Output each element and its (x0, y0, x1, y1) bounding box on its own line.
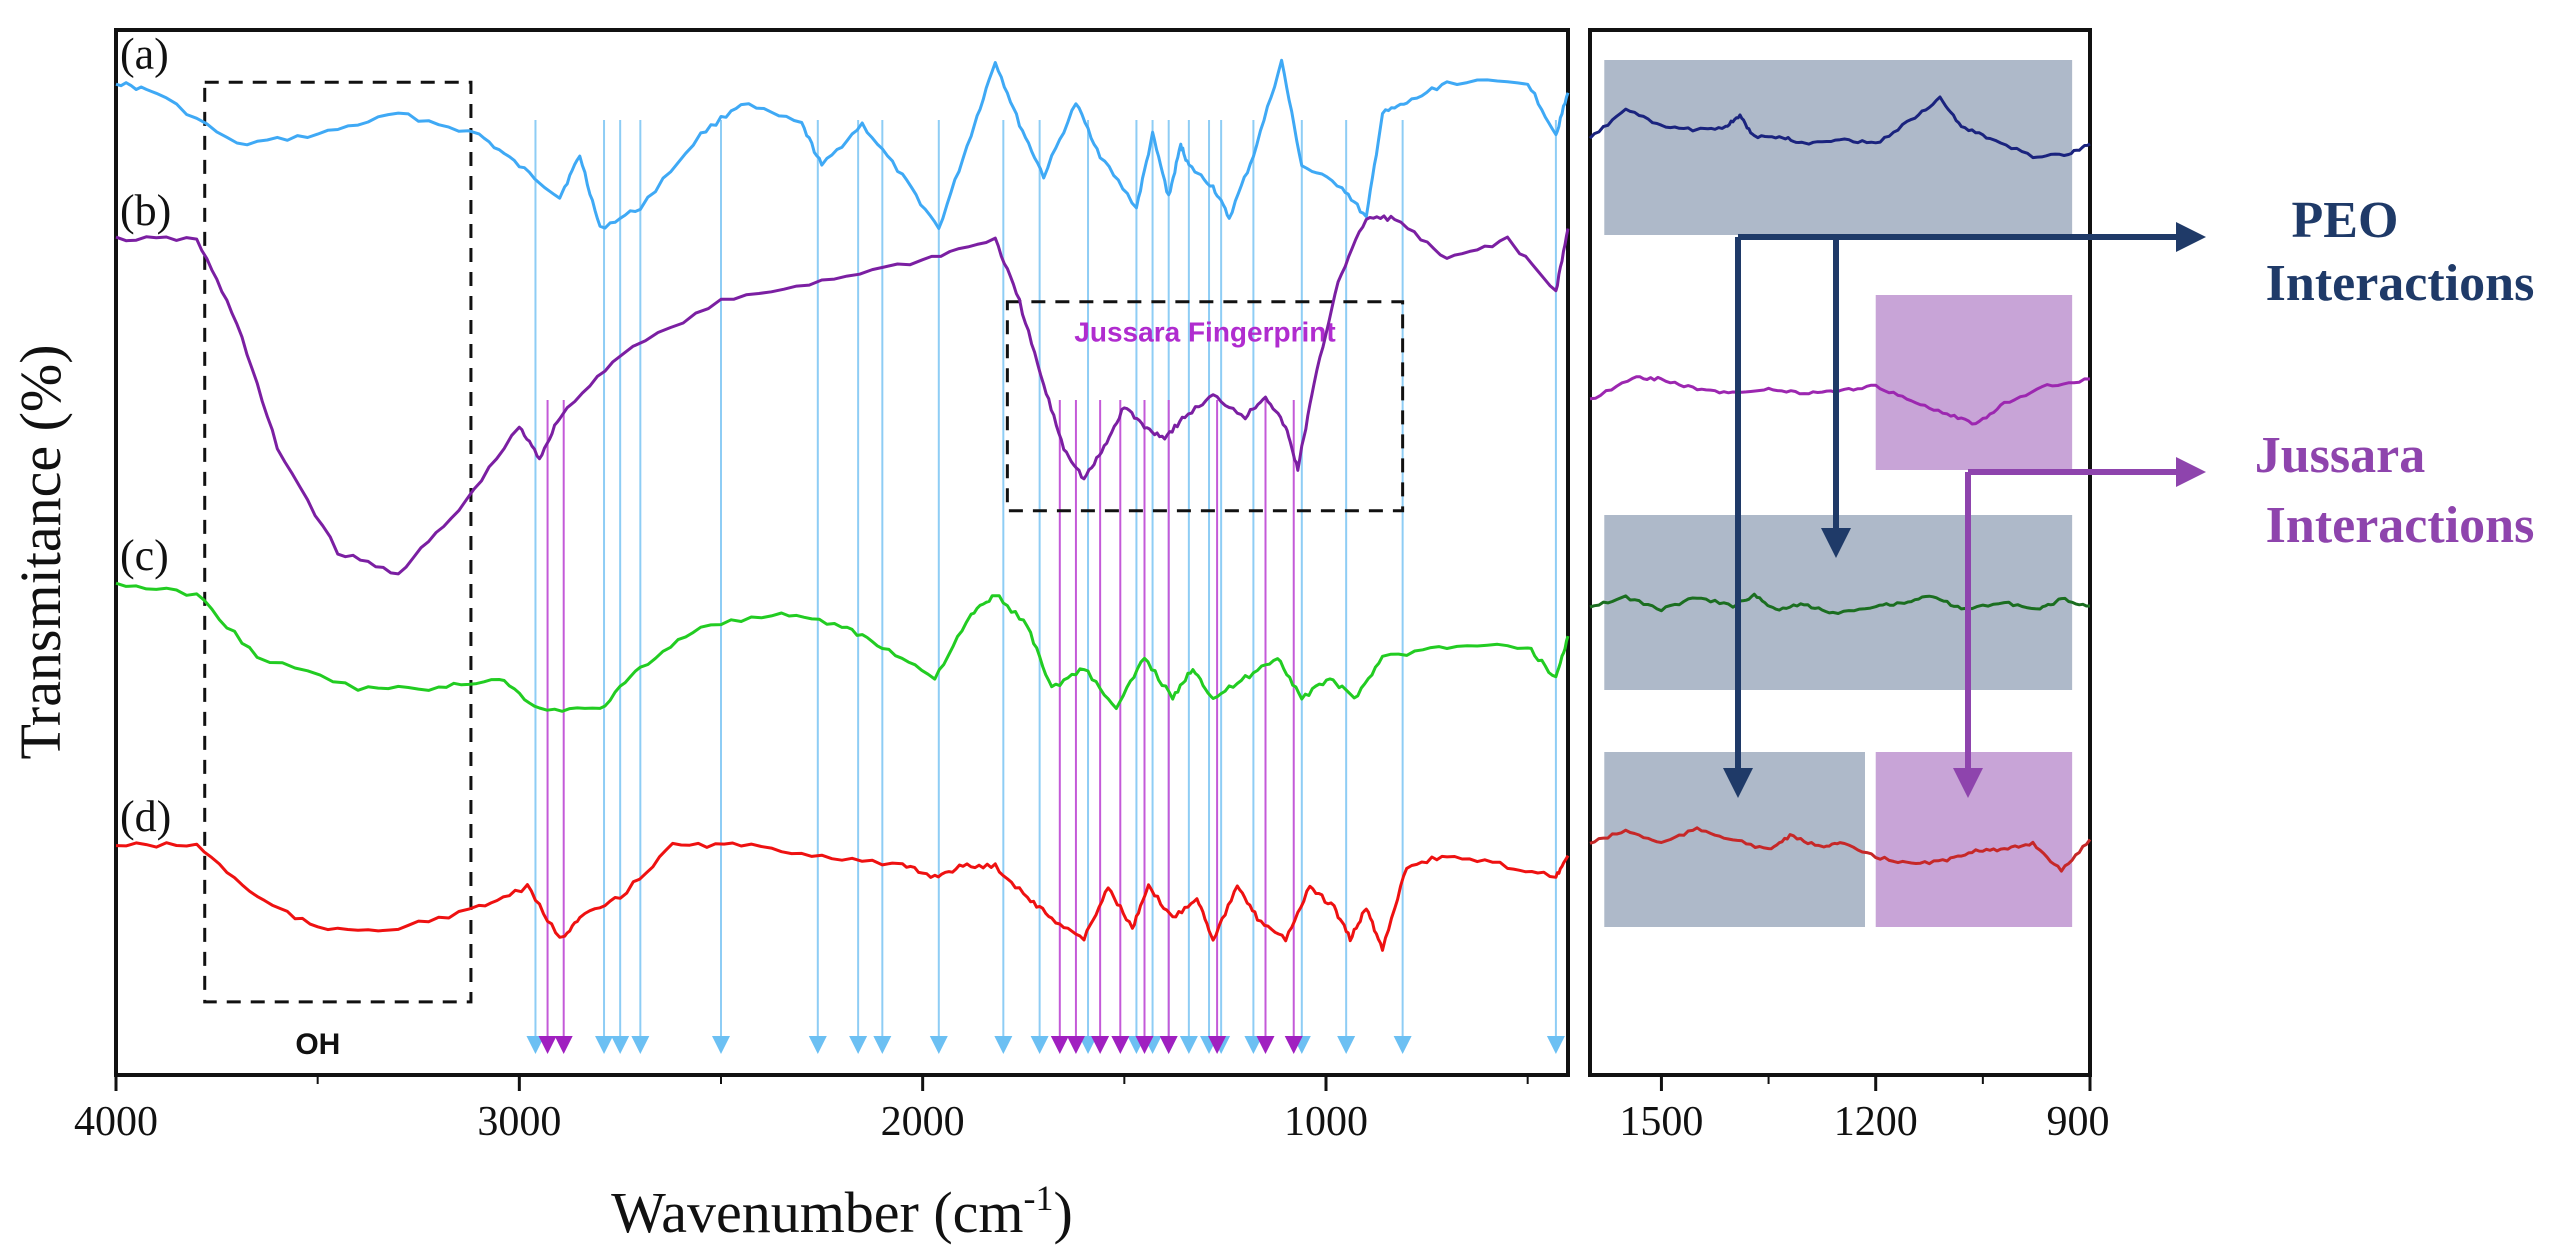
ref-arrow-blue (1337, 1036, 1356, 1054)
ref-arrow-purple (1284, 1036, 1303, 1054)
inset-highlight-boxes (1604, 60, 2073, 927)
ref-arrow-blue (1393, 1036, 1412, 1054)
series-label-d: (d) (120, 792, 171, 841)
peo-callout-line1: PEO (2292, 192, 2399, 249)
inset-x-tick-label: 1500 (1619, 1099, 1703, 1145)
ref-arrow-purple (1256, 1036, 1275, 1054)
main-annotation-boxes: OH Jussara Fingerprint (203, 80, 1405, 1061)
inset-series-line-d (1589, 826, 2092, 873)
main-plot-frame (114, 28, 1570, 1077)
ref-arrow-purple (554, 1036, 573, 1054)
peo-callout-line2: Interactions (2266, 255, 2535, 312)
x-axis-label: Wavenumber (cm-1) (611, 1178, 1073, 1245)
ref-arrow-blue (994, 1036, 1013, 1054)
series-label-b: (b) (120, 186, 171, 235)
ref-arrow-blue (631, 1036, 650, 1054)
series-label-c: (c) (120, 531, 169, 580)
jussara-callout-line1: Jussara (2255, 427, 2425, 484)
series-line-d (115, 841, 1570, 952)
ref-arrow-purple (1159, 1036, 1178, 1054)
oh-region-box (203, 80, 473, 1004)
ref-arrow-blue (873, 1036, 892, 1054)
main-reference-lines (526, 120, 1565, 1054)
ref-arrow-blue (808, 1036, 827, 1054)
series-label-a: (a) (120, 29, 169, 78)
ref-arrow-blue (849, 1036, 868, 1054)
jussara-fingerprint-label: Jussara Fingerprint (1074, 317, 1335, 348)
main-x-tick-label: 1000 (1284, 1099, 1368, 1145)
main-x-tick-label: 3000 (477, 1099, 561, 1145)
oh-region-label: OH (295, 1028, 340, 1061)
ref-arrow-blue (929, 1036, 948, 1054)
ref-arrow-blue (1030, 1036, 1049, 1054)
inset-highlight-box (1875, 295, 2073, 470)
main-x-tick-label: 4000 (74, 1099, 158, 1145)
main-x-ticks: 4000 3000 2000 1000 (74, 1075, 1529, 1145)
inset-x-tick-label: 900 (2047, 1099, 2110, 1145)
callout-arrows: PEO Interactions Jussara Interactions (1723, 192, 2535, 798)
inset-series-line-b (1589, 375, 2091, 426)
ref-arrow-blue (595, 1036, 614, 1054)
x-axis-label-sup: -1 (1024, 1178, 1054, 1218)
inset-series-line-c (1589, 592, 2090, 615)
inset-series (1588, 95, 2092, 873)
ref-arrow-blue (1079, 1036, 1098, 1054)
inset-x-tick-label: 1200 (1834, 1099, 1918, 1145)
ref-arrow-blue (1244, 1036, 1263, 1054)
inset-highlight-box (1604, 60, 2073, 235)
inset-highlight-box (1875, 752, 2073, 927)
inset-panel: 1500 1200 900 (1588, 28, 2110, 1145)
series-line-b (115, 214, 1570, 576)
ref-arrow-purple (1091, 1036, 1110, 1054)
ref-arrow-purple (1208, 1036, 1227, 1054)
x-axis-label-main: Wavenumber (cm (611, 1180, 1023, 1245)
main-series-labels: (a) (b) (c) (d) (120, 29, 171, 841)
ref-arrow-blue (712, 1036, 730, 1054)
inset-series-line-a (1588, 95, 2091, 160)
ref-arrow-blue (611, 1036, 630, 1054)
ref-arrow-purple (1111, 1036, 1130, 1054)
main-x-tick-label: 2000 (881, 1099, 965, 1145)
ref-arrow-purple (1066, 1036, 1085, 1054)
series-line-c (115, 581, 1570, 713)
jussara-fingerprint-box (1005, 300, 1405, 513)
x-axis-label-close: ) (1054, 1180, 1073, 1245)
ref-arrow-blue (1546, 1036, 1565, 1054)
series-line-a (115, 58, 1570, 230)
ref-arrow-blue (1179, 1036, 1198, 1054)
y-axis-label: Transmitance (%) (8, 344, 73, 759)
main-panel: OH Jussara Fingerprint (a) (b) (c) (d) 4000 3… (8, 28, 1570, 1245)
ref-arrow-purple (1050, 1036, 1069, 1054)
inset-x-ticks: 1500 1200 900 (1619, 1075, 2110, 1145)
main-series (115, 58, 1570, 952)
ref-arrow-blue (526, 1036, 545, 1054)
ref-arrow-purple (1135, 1036, 1154, 1054)
ref-arrow-purple (538, 1036, 557, 1054)
jussara-callout-line2: Interactions (2266, 497, 2535, 554)
